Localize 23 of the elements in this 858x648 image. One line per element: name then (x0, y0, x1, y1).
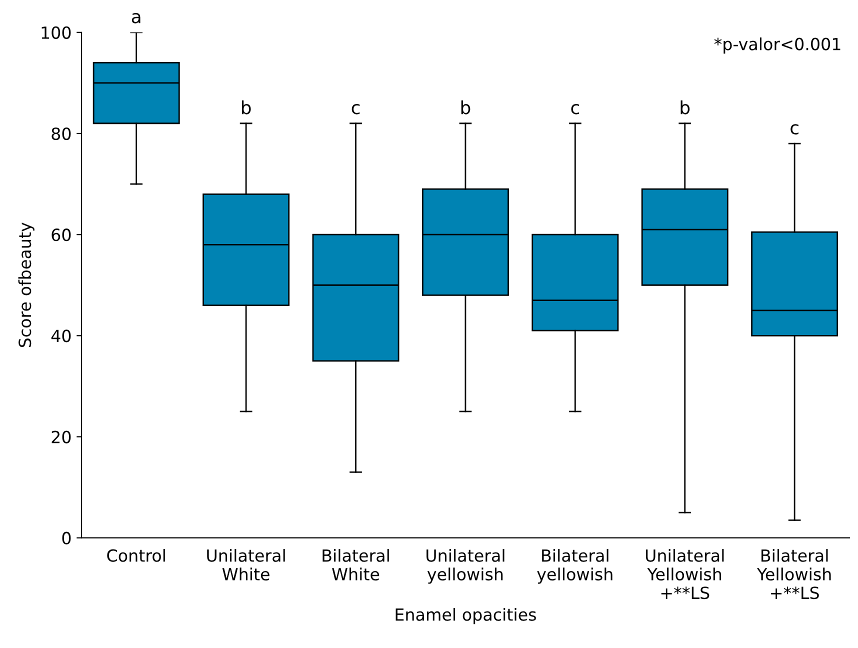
annotation: a (132, 12, 140, 24)
x-tick-label: Bilateral Yellowish +**LS (756, 548, 831, 600)
y-tick-label: 20 (52, 430, 71, 444)
y-tick-label: 80 (52, 127, 71, 140)
x-axis-title: Enamel opacities (396, 608, 536, 624)
annotation: b (242, 100, 251, 114)
y-tick-label: 60 (52, 228, 71, 242)
annotation: b (680, 100, 690, 114)
annotation: c (571, 104, 580, 114)
y-tick-label: 40 (51, 330, 71, 342)
annotation: c (352, 104, 360, 114)
annotation: c (790, 124, 798, 135)
x-tick-label: Bilateral yellowish (537, 548, 612, 584)
x-tick-label: Control (107, 548, 165, 562)
x-tick-label: Unilateral yellowish (426, 548, 504, 584)
annotation: *p-valor<0.001 (714, 37, 840, 54)
x-tick-label: Bilateral White (322, 548, 389, 581)
y-tick-label: 100 (42, 26, 71, 39)
x-tick-label: Unilateral Yellowish +**LS (646, 548, 724, 600)
y-tick-label: 0 (62, 532, 71, 544)
annotation: b (461, 100, 470, 114)
y-axis-title: Score ofbeauty (18, 222, 34, 348)
x-tick-label: Unilateral White (207, 548, 285, 581)
